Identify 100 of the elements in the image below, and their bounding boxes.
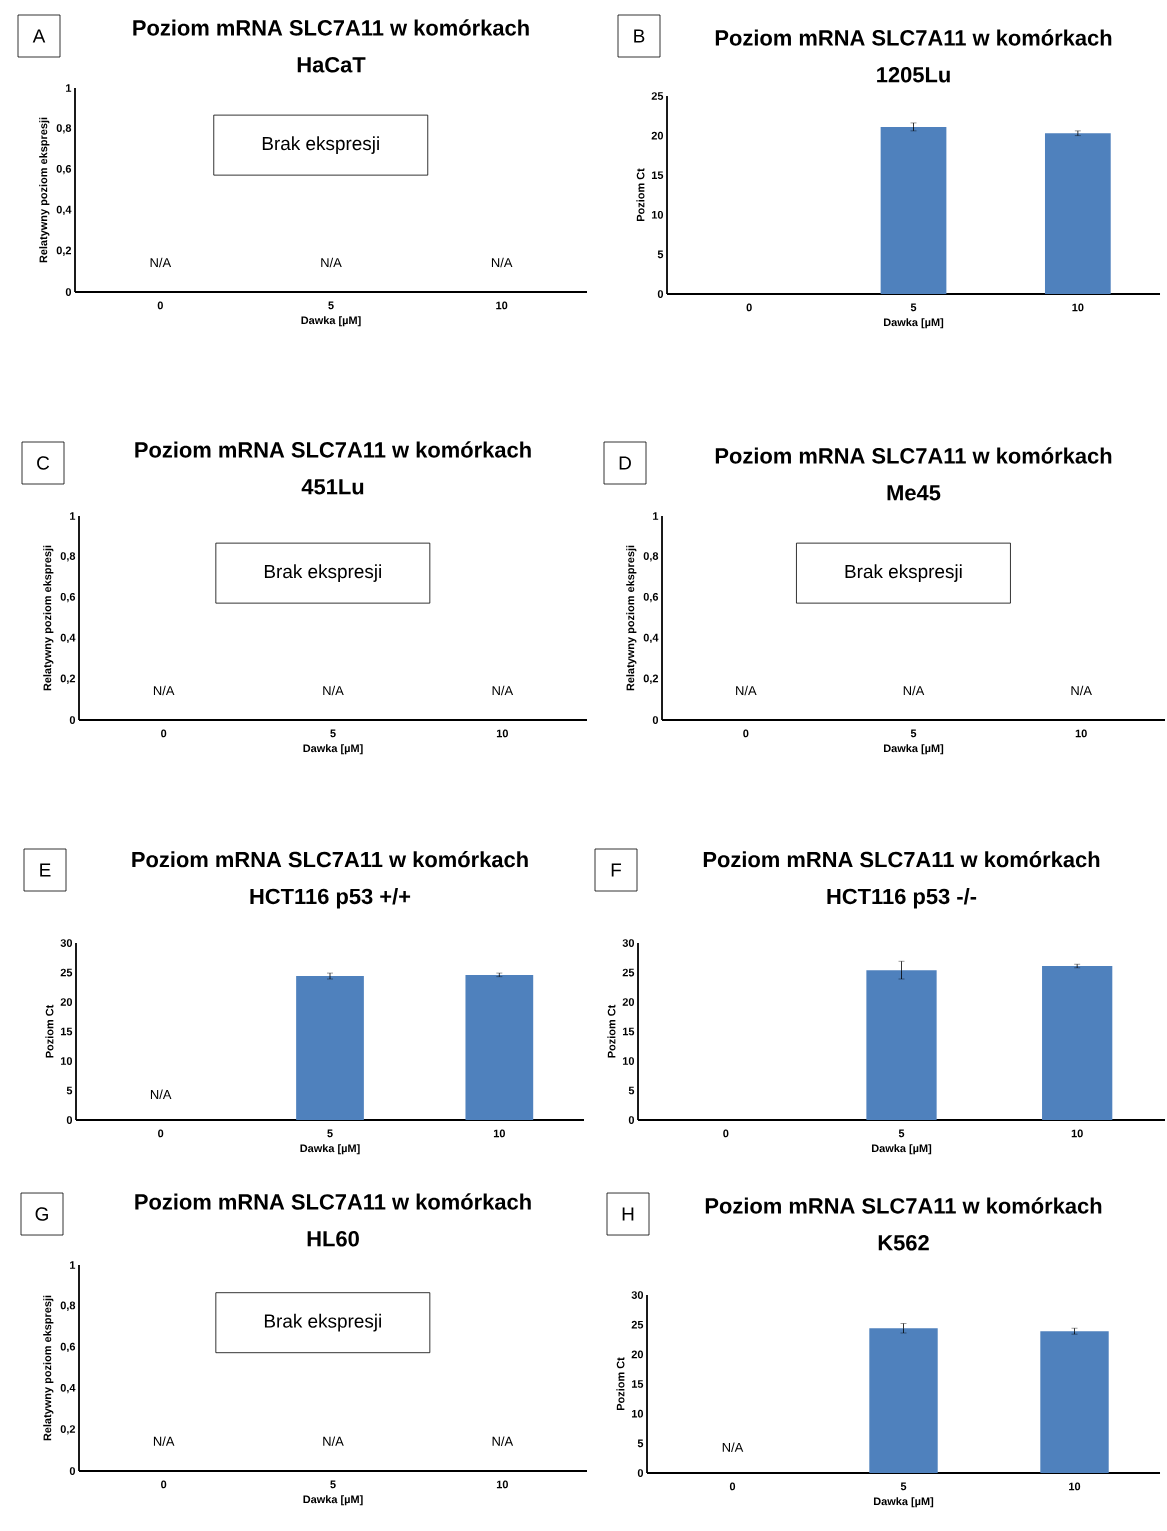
x-axis-title: Dawka [µM] (873, 1497, 934, 1508)
x-tick-label: 5 (330, 729, 336, 738)
y-axis-title: Relatywny poziom ekspresji (43, 545, 54, 691)
y-tick-label: 0,4 (643, 633, 659, 644)
text: C (37, 456, 50, 470)
y-tick-label: 20 (651, 131, 664, 140)
y-tick-label: 0,8 (60, 1301, 76, 1311)
y-tick-label: 20 (60, 998, 73, 1006)
x-tick-label: 10 (496, 1480, 508, 1489)
x-tick-label: 0 (161, 729, 167, 738)
y-tick-label: 0 (637, 1469, 644, 1477)
y-tick-label: 0 (65, 288, 72, 296)
y-tick-label: 0,6 (56, 164, 72, 175)
y-tick-label: 1 (66, 84, 72, 92)
annotation: N/A (722, 1442, 744, 1452)
chart-title: Poziom mRNA SLC7A11 w komórkach HL60 (135, 1193, 531, 1247)
x-axis-title: Dawka [µM] (871, 1144, 932, 1155)
y-tick-label: 10 (651, 210, 664, 219)
annotation: N/A (736, 685, 757, 696)
y-tick-label: 10 (60, 1057, 73, 1065)
y-tick-label: 5 (657, 250, 664, 259)
chart-title: Poziom mRNA SLC7A11 w komórkach HaCaT (133, 19, 529, 73)
chart-title: Poziom mRNA SLC7A11 w komórkach K562 (705, 1197, 1102, 1251)
x-tick-label: 5 (328, 301, 334, 310)
y-tick-label: 0,2 (60, 1425, 76, 1435)
annotation: N/A (903, 685, 925, 696)
y-tick-label: 15 (622, 1027, 635, 1036)
y-axis-title: Poziom Ct (636, 168, 645, 222)
y-tick-label: 1 (70, 1261, 76, 1269)
annotation: N/A (150, 1089, 172, 1100)
text: A (32, 29, 46, 43)
y-tick-label: 25 (60, 968, 73, 977)
y-tick-label: 25 (622, 968, 635, 977)
y-tick-label: 0,8 (56, 124, 72, 134)
x-tick-label: 0 (161, 1480, 167, 1489)
x-tick-label: 10 (1071, 1129, 1083, 1138)
y-tick-label: 0,2 (56, 246, 72, 256)
text: Brak ekspresji (264, 1313, 381, 1332)
y-axis-title: Poziom Ct (45, 1004, 54, 1058)
y-axis-title: Relatywny poziom ekspresji (39, 117, 50, 263)
y-tick-label: 15 (631, 1380, 644, 1388)
x-axis-title: Dawka [µM] (303, 1495, 363, 1506)
y-tick-label: 0,8 (643, 552, 659, 562)
y-tick-label: 0 (652, 716, 659, 724)
text: Brak ekspresji (845, 564, 962, 582)
annotation: N/A (1071, 685, 1092, 696)
annotation: N/A (492, 685, 514, 696)
y-tick-label: 0,6 (643, 592, 659, 603)
y-tick-label: 0,4 (56, 205, 72, 216)
text: G (35, 1207, 48, 1221)
y-tick-label: 0 (657, 290, 664, 298)
y-tick-label: 0 (66, 1116, 73, 1124)
y-tick-label: 0,2 (643, 674, 659, 684)
y-tick-label: 5 (628, 1086, 635, 1095)
x-tick-label: 10 (496, 301, 508, 310)
annotation: N/A (321, 257, 342, 268)
annotation: N/A (323, 1436, 344, 1446)
y-tick-label: 0,2 (60, 674, 76, 684)
text: Brak ekspresji (262, 136, 379, 154)
y-tick-label: 0,4 (60, 1383, 76, 1394)
y-tick-label: 0 (69, 716, 76, 724)
y-tick-label: 10 (631, 1409, 644, 1418)
x-tick-label: 0 (158, 1129, 164, 1138)
x-tick-label: 5 (900, 1482, 907, 1491)
y-tick-label: 5 (637, 1439, 644, 1448)
y-axis-title: Relatywny poziom ekspresji (626, 545, 637, 691)
x-tick-label: 0 (723, 1129, 729, 1138)
text: F (611, 863, 622, 877)
x-tick-label: 0 (743, 729, 749, 738)
y-tick-label: 25 (631, 1320, 644, 1329)
annotation: N/A (323, 685, 344, 696)
y-tick-label: 0,6 (60, 592, 76, 603)
y-tick-label: 0 (628, 1116, 635, 1124)
x-axis-title: Dawka [µM] (303, 744, 363, 755)
y-tick-label: 15 (651, 171, 664, 180)
y-tick-label: 30 (60, 939, 73, 947)
text: B (634, 29, 645, 43)
x-tick-label: 5 (898, 1129, 905, 1138)
x-axis-title: Dawka [µM] (301, 316, 361, 327)
y-tick-label: 20 (631, 1350, 644, 1359)
y-tick-label: 0,8 (60, 552, 76, 562)
x-axis-title: Dawka [µM] (883, 744, 944, 755)
annotation: N/A (153, 1436, 175, 1446)
x-tick-label: 0 (729, 1482, 736, 1491)
x-tick-label: 0 (746, 303, 752, 312)
text: Brak ekspresji (264, 564, 381, 582)
x-tick-label: 5 (327, 1129, 333, 1138)
y-axis-title: Relatywny poziom ekspresji (43, 1295, 54, 1441)
x-tick-label: 0 (157, 301, 163, 310)
y-tick-label: 0 (69, 1467, 76, 1475)
y-tick-label: 1 (70, 512, 76, 520)
y-axis-title: Poziom Ct (607, 1004, 616, 1058)
x-tick-label: 10 (1075, 729, 1087, 738)
x-tick-label: 10 (1069, 1482, 1081, 1491)
chart-title: Poziom mRNA SLC7A11 w komórkach HCT116 p53 +/+ (132, 851, 528, 909)
chart-title: Poziom mRNA SLC7A11 w komórkach 451Lu (135, 441, 531, 495)
chart-title: Poziom mRNA SLC7A11 w komórkach HCT116 p53 -/- (703, 851, 1100, 909)
x-tick-label: 5 (910, 729, 917, 738)
chart-title: Poziom mRNA SLC7A11 w komórkach 1205Lu (715, 29, 1112, 83)
annotation: N/A (491, 257, 513, 268)
